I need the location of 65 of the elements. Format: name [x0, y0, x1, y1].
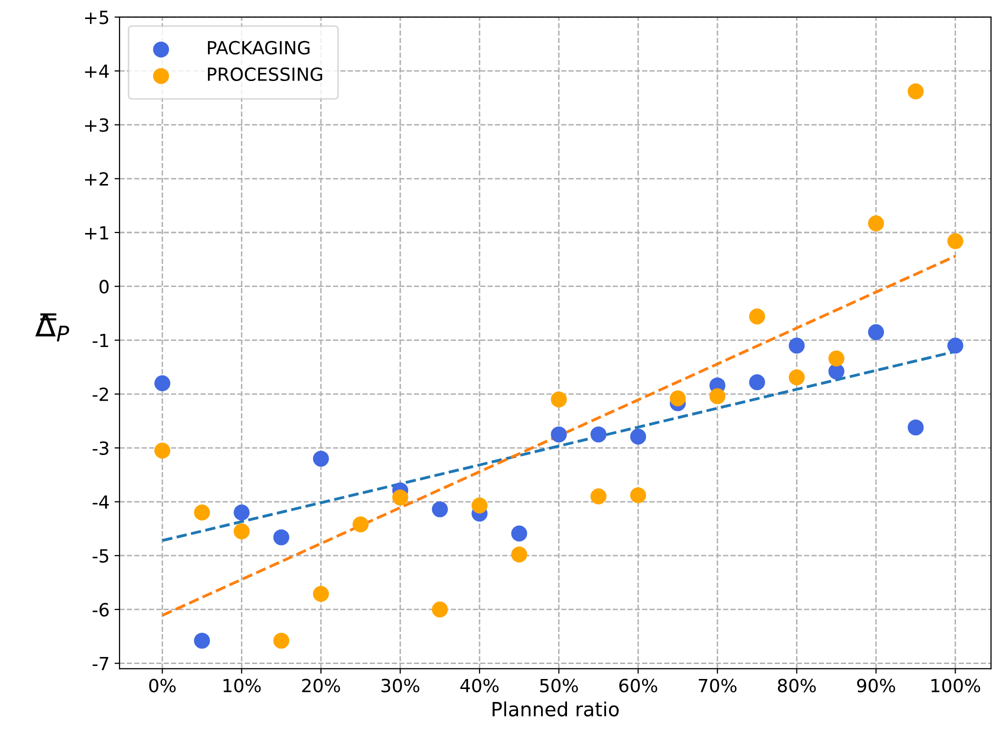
x-tick-label: 100%: [932, 678, 980, 692]
point: [670, 390, 686, 406]
y-tick-label: -6: [92, 602, 109, 617]
point: [828, 363, 844, 380]
point: [194, 632, 210, 649]
point: [550, 391, 567, 408]
y-tick-label: +4: [85, 64, 109, 78]
x-tick-label: 60%: [619, 678, 658, 692]
point: [352, 516, 369, 532]
x-tick-label: 80%: [778, 678, 816, 692]
y-tick-label: -1: [92, 334, 108, 348]
point: [432, 601, 448, 618]
point: [234, 523, 250, 540]
x-tick-label: 40%: [460, 678, 499, 692]
point: [312, 586, 329, 602]
y-tick-label: -2: [92, 388, 108, 401]
x-tick-label: 10%: [224, 678, 261, 692]
point: [511, 526, 528, 542]
y-tick-label: +1: [85, 226, 108, 240]
x-tick-label: 30%: [382, 678, 420, 692]
point: [828, 350, 844, 366]
point: [154, 375, 170, 392]
y-tick-label: +3: [85, 118, 108, 132]
point: [947, 233, 964, 250]
point: [550, 426, 567, 442]
point: [630, 428, 646, 445]
x-tick-label: 70%: [698, 678, 737, 692]
y-tick-label: -4: [92, 495, 109, 509]
y-tick-label: +5: [85, 10, 108, 24]
y-axis-title: Δ̿$_{P}$: [35, 313, 70, 342]
point: [908, 419, 924, 436]
point: [590, 426, 606, 442]
x-axis-title: Planned ratio: [492, 701, 619, 717]
point: [312, 450, 329, 467]
point: [392, 489, 408, 506]
point: [749, 308, 766, 324]
point: [788, 338, 805, 354]
point: [194, 504, 210, 521]
x-tick-label: 90%: [857, 678, 896, 692]
point: [154, 442, 170, 459]
x-tick-label: 0%: [149, 678, 176, 692]
point: [432, 501, 448, 518]
y-tick-label: -5: [92, 549, 108, 563]
point: [868, 215, 884, 232]
point: [788, 369, 805, 386]
y-tick-label: -7: [92, 657, 108, 670]
point: [908, 83, 924, 100]
y-tick-label: +2: [85, 172, 108, 186]
point: [234, 504, 250, 521]
x-tick-label: 20%: [302, 678, 340, 692]
point: [868, 324, 884, 340]
y-tick-label: -3: [92, 441, 108, 456]
x-tick-label: 50%: [540, 678, 578, 692]
point: [590, 488, 606, 504]
legend-label: PACKAGING: [208, 40, 310, 55]
point: [947, 338, 964, 354]
point: [273, 632, 290, 649]
point: [273, 529, 290, 546]
y-tick-label: 0: [100, 280, 109, 294]
point: [709, 388, 726, 404]
point: [630, 487, 646, 504]
legend-label: PROCESSING: [208, 67, 322, 82]
point: [472, 498, 488, 514]
point: [749, 374, 766, 390]
point: [511, 546, 528, 563]
